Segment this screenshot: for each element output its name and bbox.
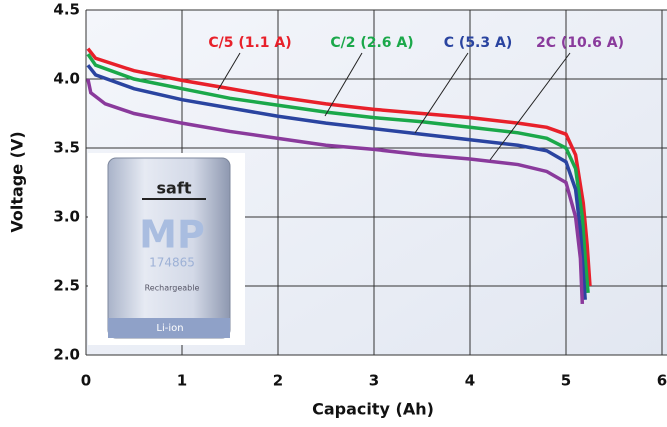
inset-number: 174865 — [149, 256, 195, 270]
y-tick-label: 4.5 — [53, 1, 80, 19]
leader-line — [489, 52, 571, 161]
data-line — [86, 47, 592, 287]
inset-model: MP — [139, 213, 205, 257]
x-tick-label: 1 — [177, 372, 187, 390]
y-axis-label: Voltage (V) — [8, 131, 27, 232]
y-tick-label: 3.5 — [53, 139, 80, 157]
x-tick-label: 5 — [561, 372, 571, 390]
leader-line — [217, 52, 241, 91]
y-tick-label: 2.0 — [53, 346, 80, 364]
x-axis-label: Capacity (Ah) — [312, 400, 434, 419]
series-label: C/2 (2.6 A) — [330, 35, 413, 51]
series-label: C (5.3 A) — [444, 35, 512, 51]
leader-line — [324, 52, 363, 117]
y-tick-label: 4.0 — [53, 70, 80, 88]
x-tick-label: 2 — [273, 372, 283, 390]
x-tick-label: 4 — [465, 372, 475, 390]
data-line — [86, 64, 587, 300]
inset-note: Rechargeable — [145, 284, 200, 293]
y-tick-label: 2.5 — [53, 277, 80, 295]
data-line — [86, 78, 585, 305]
leader-line — [414, 52, 469, 134]
series-label: 2C (10.6 A) — [536, 35, 624, 51]
inset-brand: saft — [157, 179, 192, 198]
x-tick-label: 3 — [369, 372, 379, 390]
x-tick-label: 0 — [81, 372, 91, 390]
inset-photo: saft MP 174865 Rechargeable Li-ion — [88, 153, 245, 345]
inset-chemistry: Li-ion — [156, 323, 183, 334]
series-label: C/5 (1.1 A) — [208, 35, 291, 51]
y-tick-label: 3.0 — [53, 208, 80, 226]
x-tick-label: 6 — [657, 372, 667, 390]
